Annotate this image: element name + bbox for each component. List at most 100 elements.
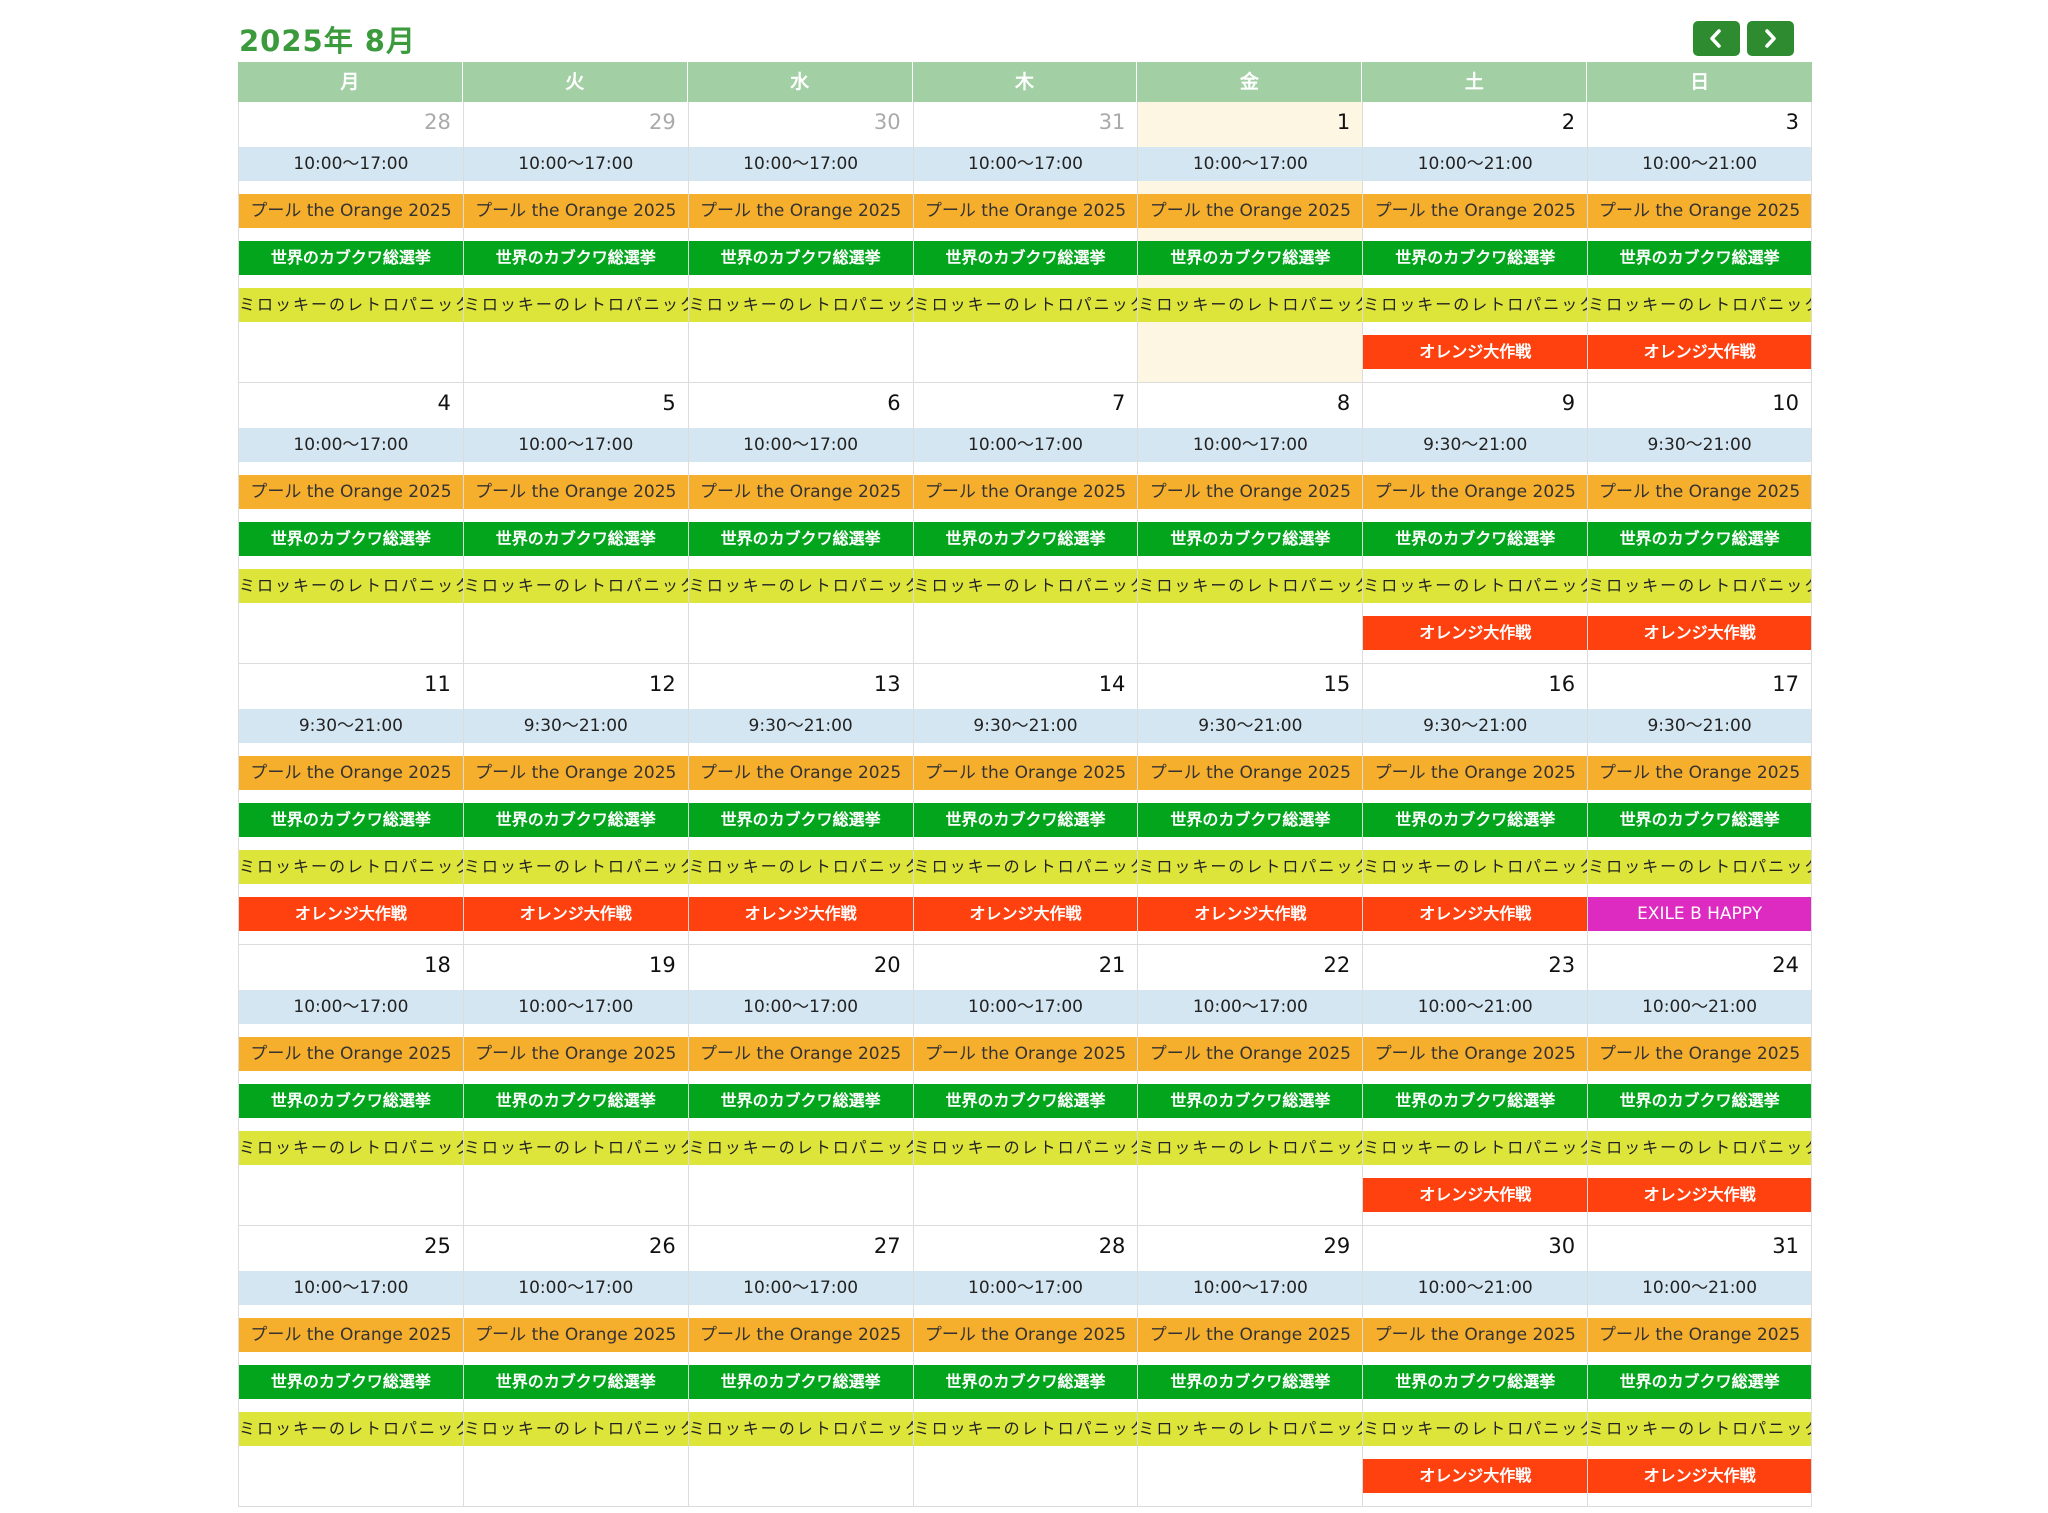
- event-mirokki[interactable]: ミロッキーのレトロパニック: [239, 1412, 463, 1446]
- event-mirokki[interactable]: ミロッキーのレトロパニック: [913, 1131, 1138, 1165]
- event-mirokki[interactable]: ミロッキーのレトロパニック: [1588, 569, 1811, 603]
- event-pool[interactable]: プール the Orange 2025: [463, 1318, 688, 1352]
- event-pool[interactable]: プール the Orange 2025: [1138, 194, 1363, 228]
- event-kabukuwa[interactable]: 世界のカブクワ総選挙: [913, 522, 1138, 556]
- day-cell[interactable]: 23 10:00〜21:00 プール the Orange 2025 世界のカブクワ総…: [1362, 945, 1588, 1225]
- event-pool[interactable]: プール the Orange 2025: [1363, 1318, 1588, 1352]
- day-cell[interactable]: 18 10:00〜17:00 プール the Orange 2025 世界のカブクワ総…: [238, 945, 463, 1225]
- event-kabukuwa[interactable]: 世界のカブクワ総選挙: [913, 803, 1138, 837]
- day-cell[interactable]: 31 10:00〜17:00 プール the Orange 2025 世界のカブクワ総…: [912, 102, 1138, 382]
- event-mirokki[interactable]: ミロッキーのレトロパニック: [463, 1131, 688, 1165]
- day-cell[interactable]: 4 10:00〜17:00 プール the Orange 2025 世界のカブクワ総選…: [238, 383, 463, 663]
- event-pool[interactable]: プール the Orange 2025: [463, 194, 688, 228]
- event-mirokki[interactable]: ミロッキーのレトロパニック: [463, 850, 688, 884]
- event-pool[interactable]: プール the Orange 2025: [1363, 475, 1588, 509]
- day-cell[interactable]: 30 10:00〜17:00 プール the Orange 2025 世界のカブクワ総…: [687, 102, 913, 382]
- event-pool[interactable]: プール the Orange 2025: [913, 194, 1138, 228]
- event-kabukuwa[interactable]: 世界のカブクワ総選挙: [1363, 1084, 1588, 1118]
- day-cell[interactable]: 25 10:00〜17:00 プール the Orange 2025 世界のカブクワ総…: [238, 1226, 463, 1506]
- day-cell[interactable]: 30 10:00〜21:00 プール the Orange 2025 世界のカブクワ総…: [1362, 1226, 1588, 1506]
- event-orange-daisakusen[interactable]: オレンジ大作戦: [1588, 1178, 1811, 1212]
- event-kabukuwa[interactable]: 世界のカブクワ総選挙: [1363, 803, 1588, 837]
- event-pool[interactable]: プール the Orange 2025: [688, 756, 913, 790]
- event-pool[interactable]: プール the Orange 2025: [1363, 756, 1588, 790]
- event-orange-daisakusen[interactable]: オレンジ大作戦: [688, 897, 913, 931]
- event-kabukuwa[interactable]: 世界のカブクワ総選挙: [688, 522, 913, 556]
- day-cell[interactable]: 3 10:00〜21:00 プール the Orange 2025 世界のカブクワ総選…: [1587, 102, 1812, 382]
- event-mirokki[interactable]: ミロッキーのレトロパニック: [913, 1412, 1138, 1446]
- event-kabukuwa[interactable]: 世界のカブクワ総選挙: [688, 1365, 913, 1399]
- event-pool[interactable]: プール the Orange 2025: [239, 756, 463, 790]
- event-kabukuwa[interactable]: 世界のカブクワ総選挙: [463, 1084, 688, 1118]
- day-cell[interactable]: 9 9:30〜21:00 プール the Orange 2025 世界のカブクワ総選挙…: [1362, 383, 1588, 663]
- event-kabukuwa[interactable]: 世界のカブクワ総選挙: [688, 241, 913, 275]
- event-mirokki[interactable]: ミロッキーのレトロパニック: [1138, 1131, 1363, 1165]
- event-kabukuwa[interactable]: 世界のカブクワ総選挙: [913, 241, 1138, 275]
- event-mirokki[interactable]: ミロッキーのレトロパニック: [1588, 1412, 1811, 1446]
- event-pool[interactable]: プール the Orange 2025: [1138, 756, 1363, 790]
- next-month-button[interactable]: [1747, 21, 1794, 56]
- event-kabukuwa[interactable]: 世界のカブクワ総選挙: [239, 803, 463, 837]
- event-orange-daisakusen[interactable]: オレンジ大作戦: [913, 897, 1138, 931]
- event-mirokki[interactable]: ミロッキーのレトロパニック: [1138, 288, 1363, 322]
- day-cell[interactable]: 13 9:30〜21:00 プール the Orange 2025 世界のカブクワ総選…: [687, 664, 913, 944]
- event-orange-daisakusen[interactable]: オレンジ大作戦: [1363, 616, 1588, 650]
- event-orange-daisakusen[interactable]: オレンジ大作戦: [1363, 1459, 1588, 1493]
- event-kabukuwa[interactable]: 世界のカブクワ総選挙: [913, 1084, 1138, 1118]
- event-kabukuwa[interactable]: 世界のカブクワ総選挙: [688, 1084, 913, 1118]
- event-kabukuwa[interactable]: 世界のカブクワ総選挙: [1363, 1365, 1588, 1399]
- event-pool[interactable]: プール the Orange 2025: [1138, 1318, 1363, 1352]
- event-kabukuwa[interactable]: 世界のカブクワ総選挙: [913, 1365, 1138, 1399]
- day-cell[interactable]: 28 10:00〜17:00 プール the Orange 2025 世界のカブクワ総…: [238, 102, 463, 382]
- event-mirokki[interactable]: ミロッキーのレトロパニック: [239, 850, 463, 884]
- event-mirokki[interactable]: ミロッキーのレトロパニック: [1363, 569, 1588, 603]
- event-kabukuwa[interactable]: 世界のカブクワ総選挙: [1588, 522, 1811, 556]
- prev-month-button[interactable]: [1693, 21, 1740, 56]
- event-kabukuwa[interactable]: 世界のカブクワ総選挙: [1363, 241, 1588, 275]
- event-pool[interactable]: プール the Orange 2025: [1588, 756, 1811, 790]
- event-pool[interactable]: プール the Orange 2025: [688, 475, 913, 509]
- day-cell[interactable]: 7 10:00〜17:00 プール the Orange 2025 世界のカブクワ総選…: [912, 383, 1138, 663]
- event-orange-daisakusen[interactable]: オレンジ大作戦: [1588, 335, 1811, 369]
- event-pool[interactable]: プール the Orange 2025: [239, 1318, 463, 1352]
- event-kabukuwa[interactable]: 世界のカブクワ総選挙: [1588, 803, 1811, 837]
- event-kabukuwa[interactable]: 世界のカブクワ総選挙: [1588, 241, 1811, 275]
- event-mirokki[interactable]: ミロッキーのレトロパニック: [688, 288, 913, 322]
- event-kabukuwa[interactable]: 世界のカブクワ総選挙: [688, 803, 913, 837]
- day-cell[interactable]: 21 10:00〜17:00 プール the Orange 2025 世界のカブクワ総…: [912, 945, 1138, 1225]
- day-cell[interactable]: 2 10:00〜21:00 プール the Orange 2025 世界のカブクワ総選…: [1362, 102, 1588, 382]
- event-kabukuwa[interactable]: 世界のカブクワ総選挙: [1138, 1084, 1363, 1118]
- event-orange-daisakusen[interactable]: オレンジ大作戦: [1363, 1178, 1588, 1212]
- day-cell[interactable]: 14 9:30〜21:00 プール the Orange 2025 世界のカブクワ総選…: [912, 664, 1138, 944]
- event-pool[interactable]: プール the Orange 2025: [463, 756, 688, 790]
- day-cell[interactable]: 5 10:00〜17:00 プール the Orange 2025 世界のカブクワ総選…: [462, 383, 688, 663]
- event-mirokki[interactable]: ミロッキーのレトロパニック: [239, 1131, 463, 1165]
- event-mirokki[interactable]: ミロッキーのレトロパニック: [913, 850, 1138, 884]
- event-mirokki[interactable]: ミロッキーのレトロパニック: [463, 1412, 688, 1446]
- event-orange-daisakusen[interactable]: オレンジ大作戦: [1588, 1459, 1811, 1493]
- day-cell[interactable]: 19 10:00〜17:00 プール the Orange 2025 世界のカブクワ総…: [462, 945, 688, 1225]
- event-pool[interactable]: プール the Orange 2025: [913, 1037, 1138, 1071]
- event-pool[interactable]: プール the Orange 2025: [1588, 1037, 1811, 1071]
- day-cell[interactable]: 24 10:00〜21:00 プール the Orange 2025 世界のカブクワ総…: [1587, 945, 1812, 1225]
- event-mirokki[interactable]: ミロッキーのレトロパニック: [239, 569, 463, 603]
- day-cell[interactable]: 26 10:00〜17:00 プール the Orange 2025 世界のカブクワ総…: [462, 1226, 688, 1506]
- event-kabukuwa[interactable]: 世界のカブクワ総選挙: [1588, 1084, 1811, 1118]
- event-mirokki[interactable]: ミロッキーのレトロパニック: [1138, 1412, 1363, 1446]
- event-mirokki[interactable]: ミロッキーのレトロパニック: [1138, 569, 1363, 603]
- event-pool[interactable]: プール the Orange 2025: [1363, 194, 1588, 228]
- event-mirokki[interactable]: ミロッキーのレトロパニック: [1363, 1412, 1588, 1446]
- event-mirokki[interactable]: ミロッキーのレトロパニック: [913, 569, 1138, 603]
- event-mirokki[interactable]: ミロッキーのレトロパニック: [688, 569, 913, 603]
- day-cell[interactable]: 27 10:00〜17:00 プール the Orange 2025 世界のカブクワ総…: [687, 1226, 913, 1506]
- event-kabukuwa[interactable]: 世界のカブクワ総選挙: [239, 1084, 463, 1118]
- event-orange-daisakusen[interactable]: オレンジ大作戦: [1588, 616, 1811, 650]
- event-pool[interactable]: プール the Orange 2025: [463, 1037, 688, 1071]
- day-cell[interactable]: 17 9:30〜21:00 プール the Orange 2025 世界のカブクワ総選…: [1587, 664, 1812, 944]
- event-kabukuwa[interactable]: 世界のカブクワ総選挙: [1138, 522, 1363, 556]
- event-kabukuwa[interactable]: 世界のカブクワ総選挙: [463, 803, 688, 837]
- event-kabukuwa[interactable]: 世界のカブクワ総選挙: [1138, 1365, 1363, 1399]
- event-pool[interactable]: プール the Orange 2025: [239, 1037, 463, 1071]
- event-kabukuwa[interactable]: 世界のカブクワ総選挙: [463, 1365, 688, 1399]
- event-pool[interactable]: プール the Orange 2025: [1588, 475, 1811, 509]
